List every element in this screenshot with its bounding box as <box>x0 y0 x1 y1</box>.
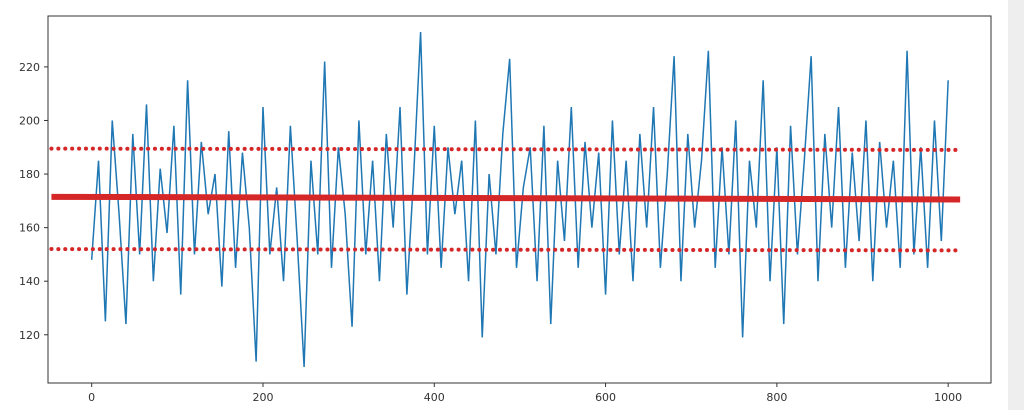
y-tick-label: 120 <box>19 329 40 342</box>
scroll-gutter <box>1008 0 1024 410</box>
line <box>49 146 963 152</box>
x-tick-label: 0 <box>88 391 95 404</box>
line <box>51 193 961 203</box>
y-tick-label: 220 <box>19 61 40 74</box>
x-tick-label: 400 <box>424 391 445 404</box>
plot-frame <box>47 15 992 384</box>
line <box>90 32 949 367</box>
line <box>49 247 963 253</box>
x-tick-label: 200 <box>252 391 273 404</box>
x-tick-label: 800 <box>766 391 787 404</box>
y-tick-label: 140 <box>19 275 40 288</box>
y-tick-label: 180 <box>19 168 40 181</box>
x-tick-label: 600 <box>595 391 616 404</box>
x-tick-label: 1000 <box>934 391 962 404</box>
y-tick-label: 200 <box>19 114 40 127</box>
y-tick-label: 160 <box>19 222 40 235</box>
